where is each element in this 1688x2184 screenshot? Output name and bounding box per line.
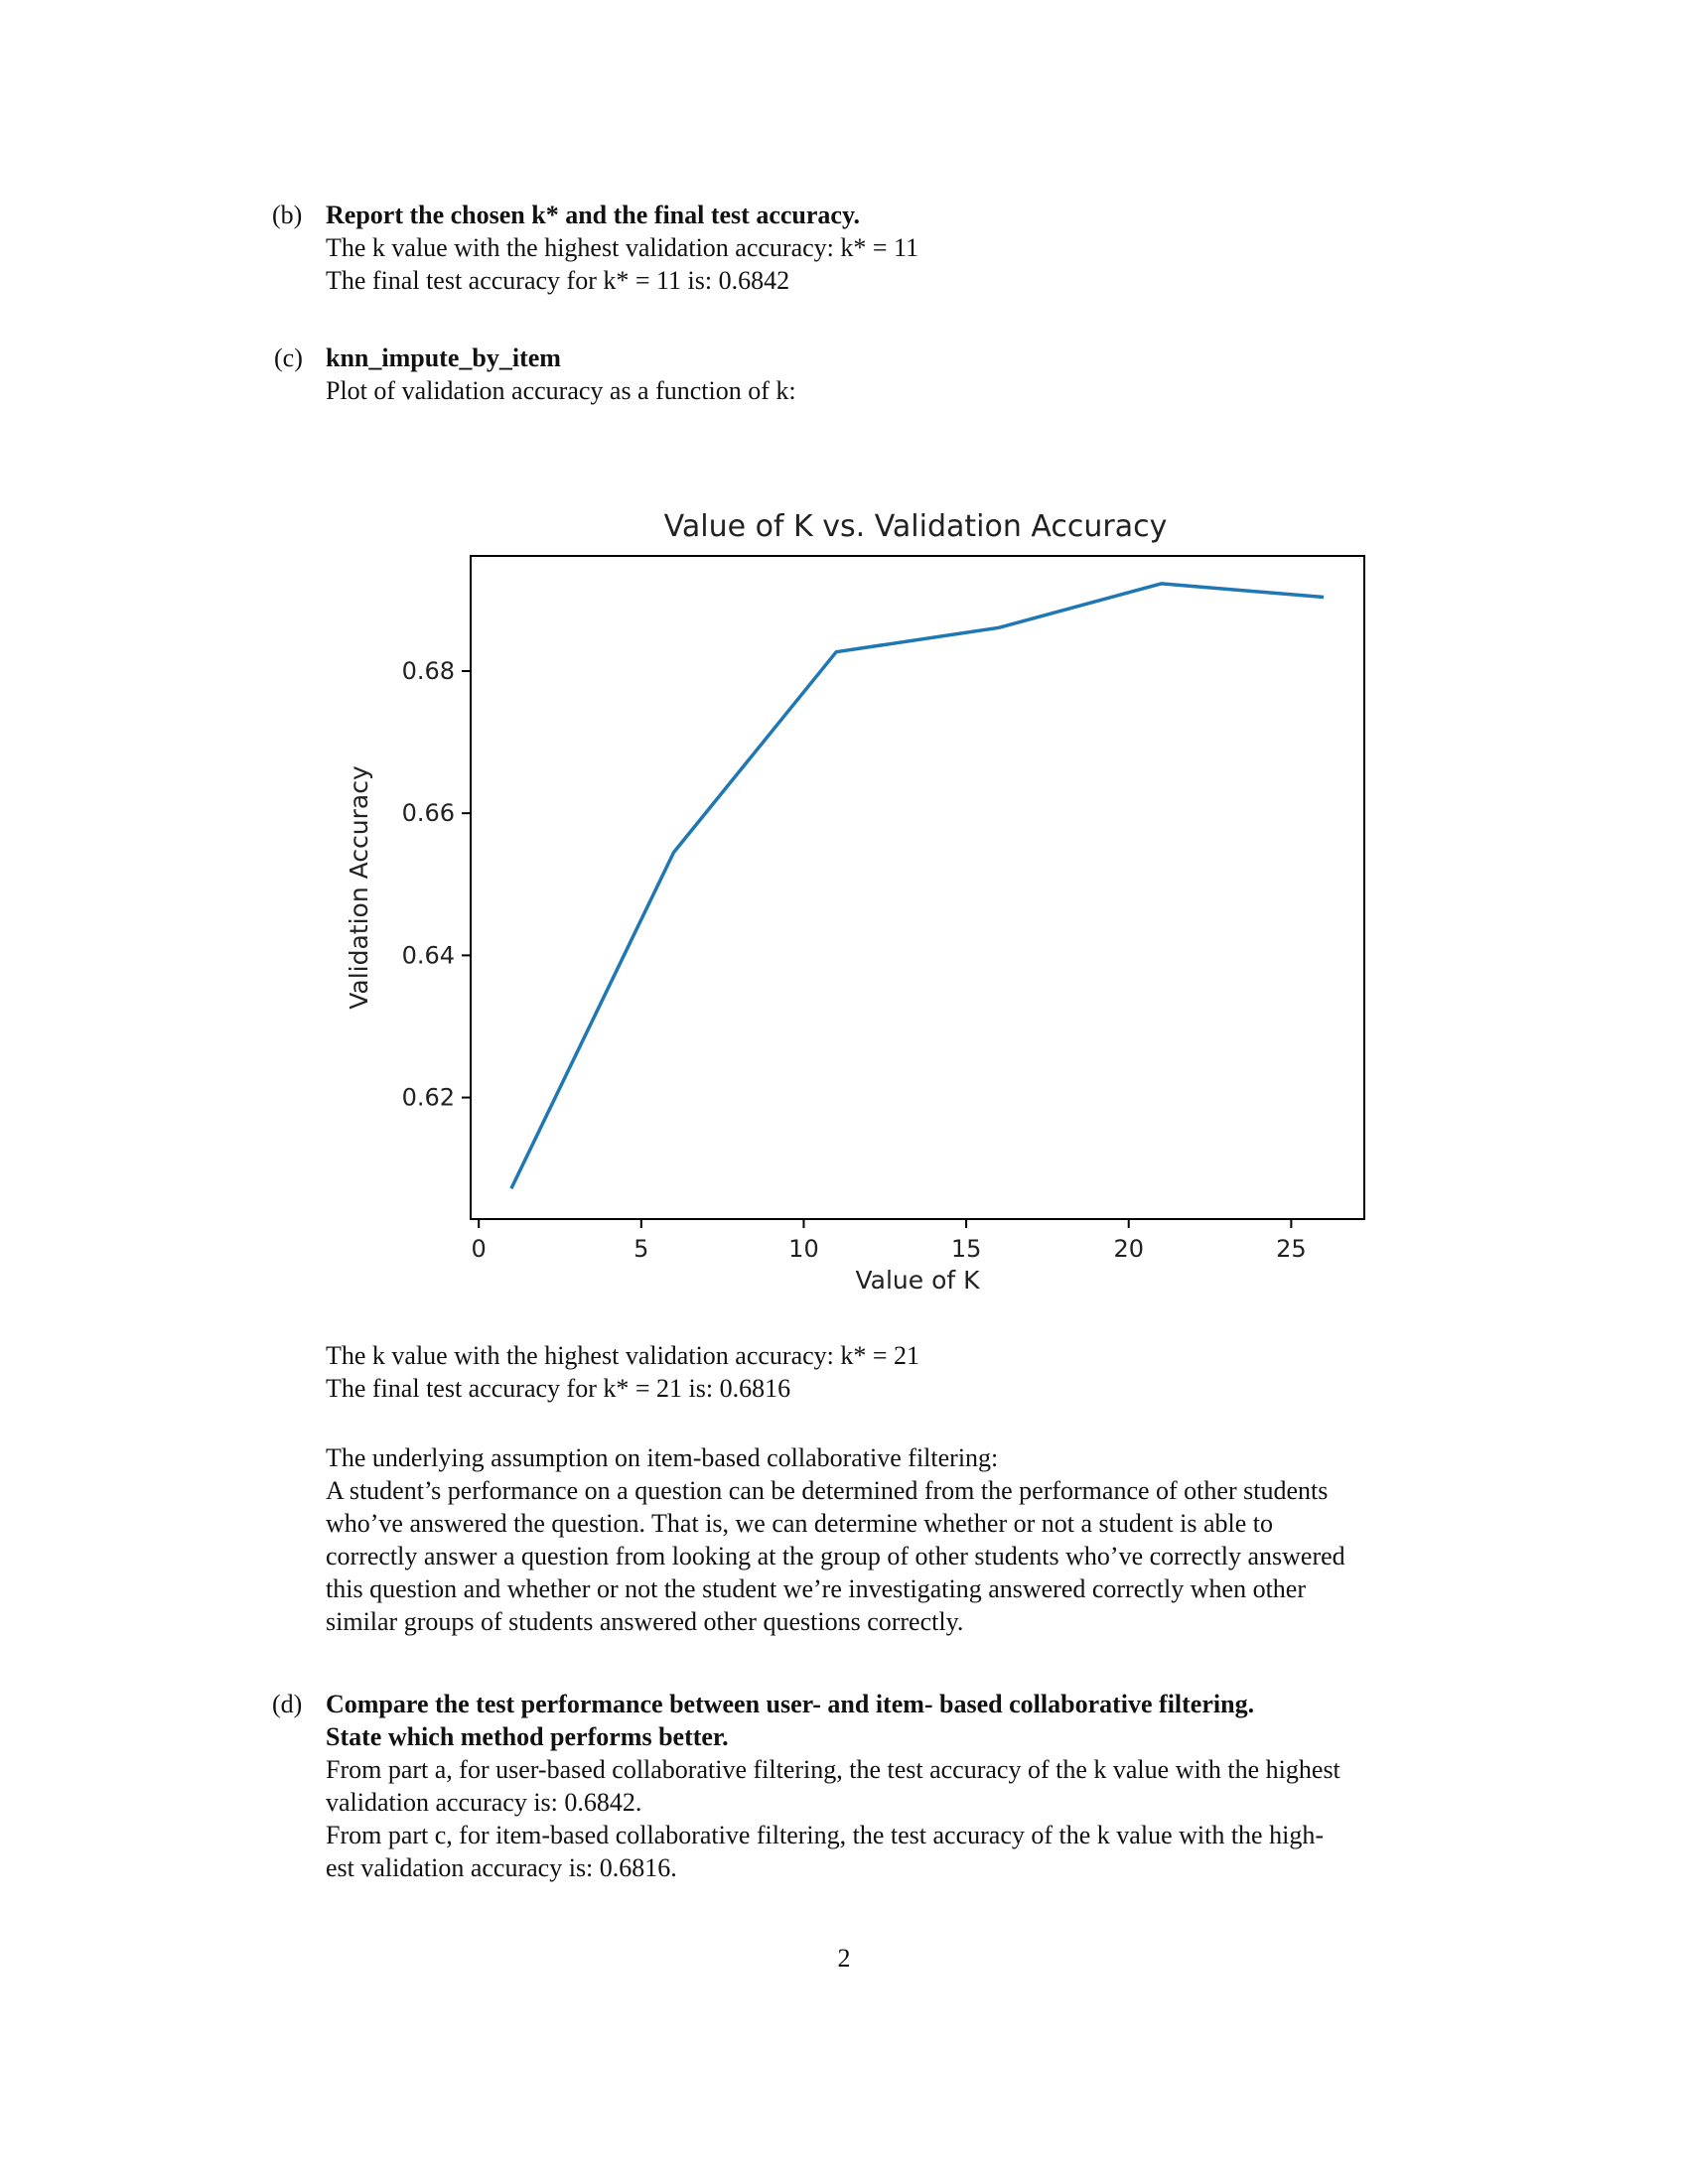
part-b-line1: The k value with the highest validation … <box>326 233 919 262</box>
part-d-line: From part a, for user-based collaborativ… <box>326 1755 1340 1784</box>
part-d-heading-line1: Compare the test performance between use… <box>326 1690 1255 1718</box>
y-tick-label: 0.66 <box>402 799 455 827</box>
x-tick-label: 10 <box>788 1235 819 1263</box>
part-b-heading: Report the chosen k* and the final test … <box>326 201 861 229</box>
assumption-paragraph: A student’s performance on a question ca… <box>326 1474 1477 1638</box>
x-tick-label: 15 <box>951 1235 982 1263</box>
y-axis-label: Validation Accuracy <box>345 765 373 1010</box>
part-d-heading-line2: State which method performs better. <box>326 1722 729 1751</box>
y-tick-label: 0.64 <box>402 941 455 969</box>
assumption-line: A student’s performance on a question ca… <box>326 1476 1329 1505</box>
part-d-line: est validation accuracy is: 0.6816. <box>326 1853 677 1882</box>
part-d-body: From part a, for user-based collaborativ… <box>326 1753 1477 1884</box>
y-axis-ticks: 0.62 0.64 0.66 0.68 <box>402 657 471 1112</box>
assumption-line: similar groups of students answered othe… <box>326 1607 964 1636</box>
x-axis-ticks: 0 5 10 15 20 25 <box>472 1219 1307 1263</box>
x-tick-label: 5 <box>633 1235 648 1263</box>
assumption-title: The underlying assumption on item-based … <box>326 1443 999 1472</box>
assumption-line: who’ve answered the question. That is, w… <box>326 1509 1274 1538</box>
part-d-line: validation accuracy is: 0.6842. <box>326 1788 642 1817</box>
assumption-line: correctly answer a question from looking… <box>326 1542 1345 1570</box>
x-tick-label: 25 <box>1276 1235 1307 1263</box>
part-d-marker: (d) <box>272 1690 303 1718</box>
part-b-line2: The final test accuracy for k* = 11 is: … <box>326 266 790 295</box>
plot-frame <box>470 555 1365 1220</box>
chart-title: Value of K vs. Validation Accuracy <box>664 509 1168 544</box>
y-tick-label: 0.68 <box>402 657 455 685</box>
assumption-line: this question and whether or not the stu… <box>326 1574 1306 1603</box>
x-tick-label: 0 <box>472 1235 487 1263</box>
series-line <box>509 582 1325 1189</box>
part-d-line: From part c, for item-based collaborativ… <box>326 1821 1324 1849</box>
y-tick-label: 0.62 <box>402 1084 455 1112</box>
part-b-marker: (b) <box>272 201 303 229</box>
validation-accuracy-chart: Value of K vs. Validation Accuracy 0.620… <box>345 509 1365 1295</box>
part-c-result2: The final test accuracy for k* = 21 is: … <box>326 1374 791 1403</box>
x-tick-label: 20 <box>1113 1235 1144 1263</box>
part-c-intro: Plot of validation accuracy as a functio… <box>326 376 796 405</box>
part-c-heading: knn_impute_by_item <box>326 343 561 372</box>
page-number: 2 <box>837 1944 851 1973</box>
x-axis-label: Value of K <box>855 1266 980 1295</box>
part-c-result1: The k value with the highest validation … <box>326 1341 920 1370</box>
part-c-marker: (c) <box>274 343 303 372</box>
